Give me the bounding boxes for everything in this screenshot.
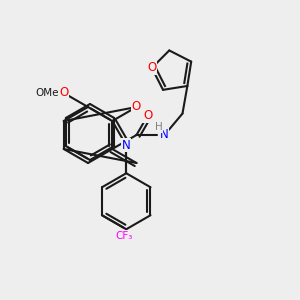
Text: N: N: [122, 139, 130, 152]
Text: N: N: [160, 128, 169, 142]
Text: OMe: OMe: [36, 88, 59, 98]
Text: O: O: [147, 61, 157, 74]
Text: O: O: [143, 109, 152, 122]
Text: CF₃: CF₃: [115, 231, 133, 241]
Text: H: H: [154, 122, 162, 132]
Text: O: O: [132, 100, 141, 113]
Text: O: O: [59, 86, 68, 100]
